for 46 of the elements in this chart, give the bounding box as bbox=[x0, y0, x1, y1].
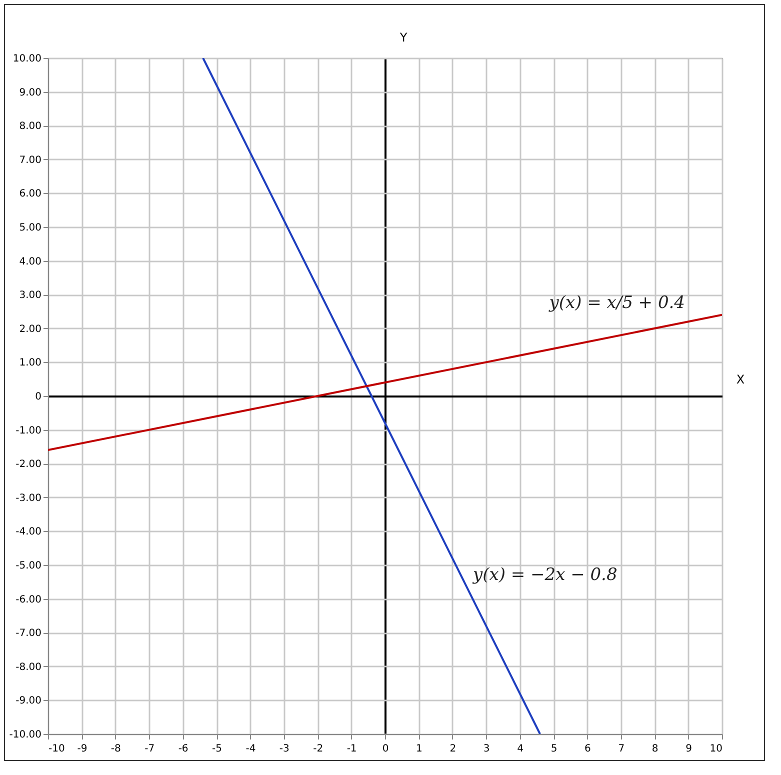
x-tick-label: 2 bbox=[450, 744, 456, 754]
x-tick-label: 10 bbox=[710, 744, 722, 754]
y-tick-label: 7.00 bbox=[19, 154, 42, 166]
x-tick-label: -1 bbox=[346, 744, 357, 754]
series-label: y(x) = x/5 + 0.4 bbox=[548, 292, 685, 313]
x-tick-label: 3 bbox=[483, 744, 490, 754]
series-label: y(x) = −2x − 0.8 bbox=[472, 565, 618, 585]
y-tick-label: -2.00 bbox=[16, 459, 42, 470]
y-tick-label: -8.00 bbox=[16, 662, 42, 673]
x-tick-label: -10 bbox=[48, 744, 65, 754]
x-tick-label: -6 bbox=[178, 744, 188, 754]
y-axis-title: Y bbox=[398, 30, 408, 44]
y-tick-label: -4.00 bbox=[16, 526, 42, 538]
y-tick-label: -6.00 bbox=[16, 594, 42, 606]
x-tick-label: -8 bbox=[110, 744, 121, 754]
x-tick-label: -5 bbox=[212, 744, 222, 754]
x-tick-label: -2 bbox=[313, 744, 324, 754]
y-tick-label: -3.00 bbox=[16, 492, 42, 504]
x-tick-label: -9 bbox=[77, 744, 88, 754]
x-tick-label: 0 bbox=[382, 744, 389, 754]
x-tick-label: -7 bbox=[144, 744, 155, 754]
x-tick-label: 6 bbox=[584, 744, 591, 754]
y-tick-label: -1.00 bbox=[16, 425, 42, 436]
y-tick-label: 6.00 bbox=[19, 188, 42, 200]
y-tick-label: -10.00 bbox=[9, 730, 42, 740]
x-tick-label: 4 bbox=[517, 744, 524, 754]
x-tick-label: 5 bbox=[550, 744, 558, 754]
x-tick-label: -4 bbox=[246, 744, 256, 754]
x-axis-title: X bbox=[736, 372, 745, 386]
y-tick-label: 1.00 bbox=[19, 358, 42, 369]
y-tick-label: 0 bbox=[35, 392, 42, 402]
x-tick-label: 8 bbox=[652, 744, 658, 754]
y-tick-label: -7.00 bbox=[16, 628, 42, 640]
x-tick-label: 9 bbox=[686, 744, 692, 754]
y-tick-label: 5.00 bbox=[19, 222, 42, 234]
x-tick-label: 7 bbox=[618, 744, 625, 754]
y-tick-label: 8.00 bbox=[19, 121, 42, 132]
x-tick-label: -3 bbox=[279, 744, 290, 754]
y-tick-label: -5.00 bbox=[16, 560, 42, 572]
y-tick-label: 4.00 bbox=[19, 256, 42, 268]
y-tick-label: 3.00 bbox=[19, 290, 42, 302]
y-tick-label: -9.00 bbox=[16, 696, 42, 707]
y-tick-label: 10.00 bbox=[12, 54, 42, 64]
y-tick-label: 9.00 bbox=[19, 87, 42, 98]
y-tick-label: 2.00 bbox=[19, 324, 42, 335]
x-tick-label: 1 bbox=[416, 744, 422, 754]
